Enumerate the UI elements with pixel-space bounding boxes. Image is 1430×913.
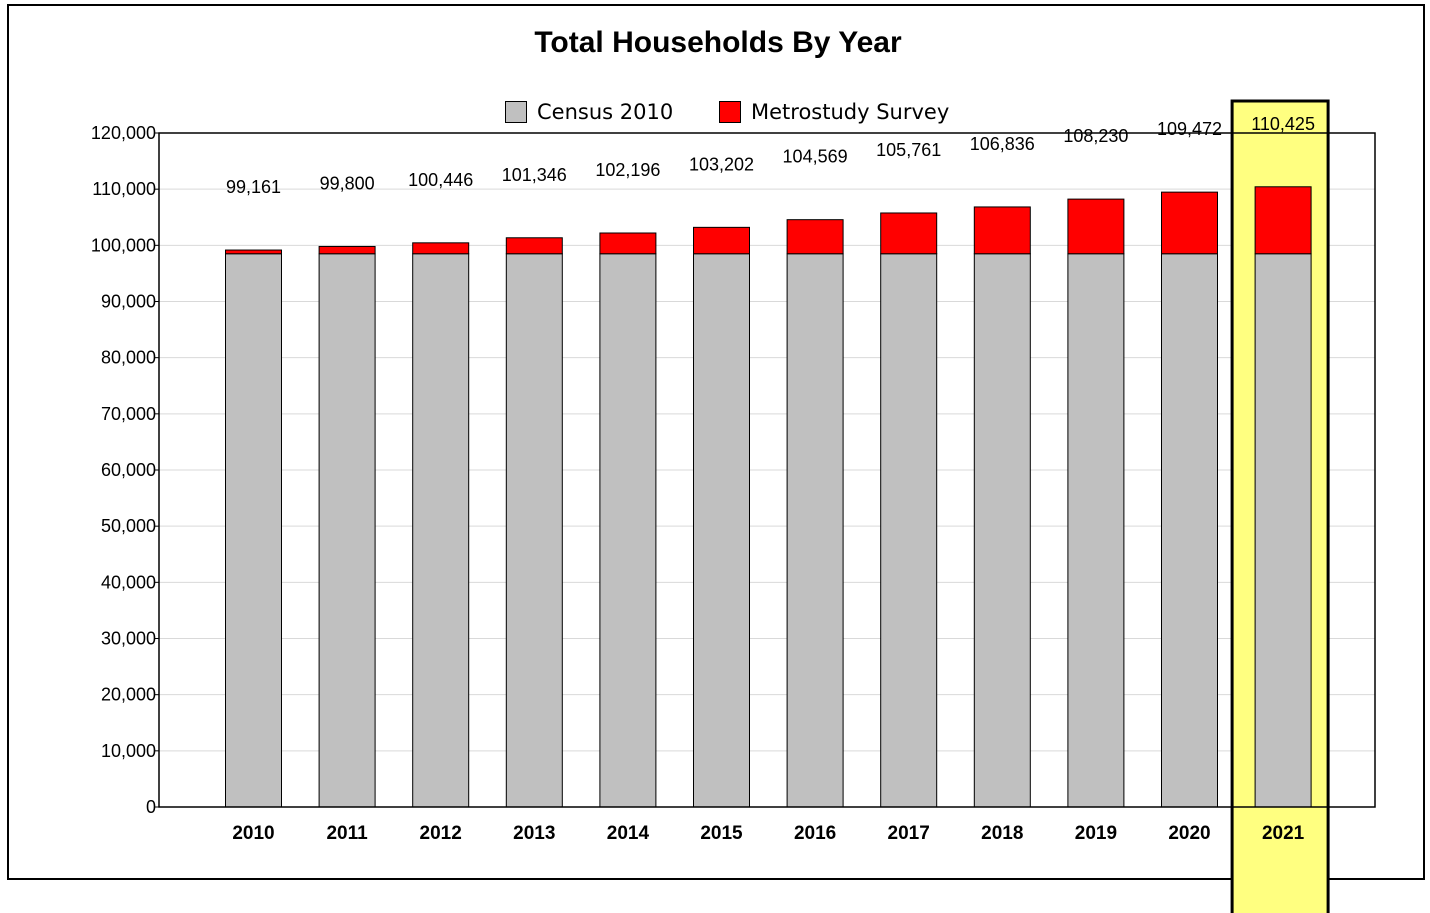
bar-metrostudy [1067, 198, 1125, 255]
bar-metrostudy [318, 245, 376, 255]
bar-census [786, 253, 844, 808]
y-tick-label: 50,000 [101, 516, 156, 536]
x-tick-label: 2014 [607, 823, 650, 844]
bar-census [225, 253, 282, 808]
x-tick-label: 2019 [1075, 823, 1117, 844]
legend-swatch-metrostudy [719, 101, 741, 123]
bar-metrostudy [1161, 191, 1218, 255]
data-label: 103,202 [689, 154, 754, 174]
x-tick-label: 2018 [981, 823, 1023, 844]
legend-swatch-census [505, 101, 527, 123]
bar-census [318, 253, 376, 808]
data-label: 99,161 [226, 177, 281, 197]
bar-census [505, 253, 563, 808]
bar-census [1067, 253, 1125, 808]
y-tick-label: 10,000 [101, 741, 156, 761]
x-tick-label: 2015 [700, 823, 743, 844]
legend-label-census: Census 2010 [537, 100, 674, 124]
bar-metrostudy [412, 242, 470, 255]
x-tick-label: 2016 [794, 823, 836, 844]
data-label: 109,472 [1157, 119, 1222, 139]
bar-metrostudy [786, 219, 844, 255]
bar-metrostudy [693, 226, 750, 255]
data-label: 101,346 [502, 165, 567, 185]
bar-census [693, 253, 750, 808]
bar-census [412, 253, 470, 808]
bar-metrostudy [880, 212, 938, 255]
data-label: 105,761 [876, 140, 941, 160]
x-tick-label: 2017 [888, 823, 930, 844]
data-label: 108,230 [1063, 126, 1128, 146]
data-label: 102,196 [595, 160, 660, 180]
x-tick-label: 2020 [1168, 823, 1210, 844]
bar-metrostudy [1254, 186, 1312, 255]
data-label: 99,800 [320, 173, 375, 193]
data-label: 106,836 [970, 134, 1035, 154]
bar-census [973, 253, 1031, 808]
highlight-outline [1230, 99, 1330, 913]
bar-census [599, 253, 657, 808]
y-tick-label: 20,000 [101, 685, 156, 705]
x-tick-label: 2012 [420, 823, 462, 844]
y-tick-label: 110,000 [92, 179, 156, 199]
x-tick-label: 2013 [513, 823, 555, 844]
bar-census [1161, 253, 1218, 808]
legend-item-metrostudy: Metrostudy Survey [719, 98, 949, 126]
bar-census [1254, 253, 1312, 808]
data-label: 110,425 [1251, 114, 1315, 134]
bar-metrostudy [225, 249, 282, 255]
y-tick-label: 40,000 [101, 572, 156, 592]
bar-metrostudy [505, 237, 563, 255]
bar-metrostudy [973, 206, 1031, 255]
x-tick-label: 2021 [1262, 823, 1305, 844]
legend-label-metrostudy: Metrostudy Survey [751, 100, 950, 124]
y-tick-label: 100,000 [91, 235, 156, 255]
y-tick-label: 120,000 [91, 123, 156, 143]
y-tick-label: 90,000 [101, 292, 156, 312]
y-tick-label: 70,000 [101, 404, 156, 424]
data-label: 104,569 [783, 147, 848, 167]
y-tick-label: 30,000 [101, 629, 156, 649]
legend-item-census: Census 2010 [505, 98, 673, 126]
data-label: 100,446 [408, 170, 473, 190]
bar-census [880, 253, 938, 808]
x-tick-label: 2011 [326, 823, 368, 844]
y-tick-label: 60,000 [101, 460, 156, 480]
bar-metrostudy [599, 232, 657, 255]
chart-title: Total Households By Year [534, 26, 902, 59]
y-tick-label: 0 [146, 797, 156, 817]
x-tick-label: 2010 [232, 823, 274, 844]
y-tick-label: 80,000 [101, 348, 156, 368]
